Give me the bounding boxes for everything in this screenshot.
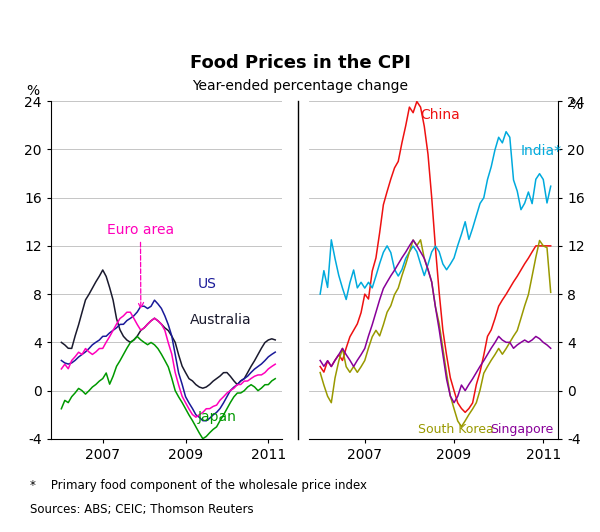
Text: Euro area: Euro area [107,223,174,308]
Text: Singapore: Singapore [490,423,553,436]
Text: Sources: ABS; CEIC; Thomson Reuters: Sources: ABS; CEIC; Thomson Reuters [30,503,254,516]
Text: US: US [198,277,217,291]
Text: Year-ended percentage change: Year-ended percentage change [192,79,408,93]
Text: Australia: Australia [190,313,251,327]
Text: India*: India* [521,144,562,159]
Text: South Korea: South Korea [418,423,494,436]
Text: China: China [421,108,460,122]
Text: Food Prices in the CPI: Food Prices in the CPI [190,54,410,72]
Y-axis label: %: % [26,84,39,98]
Text: Japan: Japan [198,410,237,424]
Y-axis label: %: % [569,98,582,112]
Text: *    Primary food component of the wholesale price index: * Primary food component of the wholesal… [30,479,367,492]
